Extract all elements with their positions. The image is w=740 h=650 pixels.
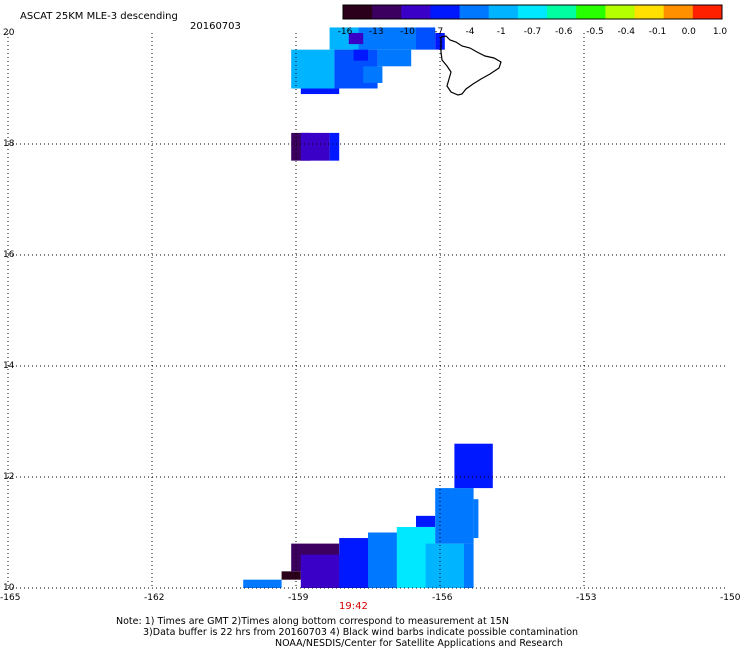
data-cell xyxy=(300,132,330,161)
plot-frame xyxy=(7,33,728,589)
colorbar-segment xyxy=(372,5,402,19)
colorbar-segment xyxy=(634,5,665,19)
colorbar-segment xyxy=(488,5,519,19)
colorbar-tick-label: -0.5 xyxy=(586,27,604,37)
colorbar-tick-label: -7 xyxy=(434,27,444,37)
colorbar-segment xyxy=(401,5,431,19)
x-tick-label: -162 xyxy=(144,593,165,603)
chart-title: ASCAT 25KM MLE-3 descending xyxy=(20,11,178,22)
data-cell xyxy=(454,443,493,489)
colorbar-segment xyxy=(576,5,606,19)
data-cell xyxy=(300,88,340,95)
colorbar xyxy=(342,4,723,20)
data-cell xyxy=(348,33,364,45)
colorbar-tick-label: -0.6 xyxy=(554,27,573,37)
colorbar-segment xyxy=(692,5,723,19)
data-cell xyxy=(353,49,368,61)
chart-date: 20160703 xyxy=(190,21,241,32)
colorbar-border xyxy=(342,4,723,20)
colorbar-segment xyxy=(459,5,490,19)
colorbar-segment xyxy=(547,5,577,19)
colorbar-tick-label: -10 xyxy=(400,27,415,37)
colorbar-tick-label: -1 xyxy=(496,27,506,37)
data-cells xyxy=(243,27,493,588)
colorbar-tick-label: -16 xyxy=(337,27,353,37)
colorbar-tick-label: -0.7 xyxy=(523,27,542,37)
y-tick-label: 16 xyxy=(3,250,15,260)
note-line-1: Note: 1) Times are GMT 2)Times along bot… xyxy=(116,616,509,627)
colorbar-tick-label: 0.0 xyxy=(681,27,696,37)
data-cell xyxy=(464,543,474,588)
grid-lines xyxy=(8,33,728,588)
colorbar-tick-label: 1.0 xyxy=(712,27,728,37)
data-cell xyxy=(363,66,383,83)
colorbar-segment xyxy=(605,5,636,19)
data-cell xyxy=(243,579,282,588)
data-cell xyxy=(377,49,412,67)
y-tick-label: 14 xyxy=(3,361,15,371)
x-tick-label: -150 xyxy=(720,593,740,603)
data-cell xyxy=(435,488,474,544)
data-cell xyxy=(473,499,479,539)
colorbar-tick-label: -0.4 xyxy=(617,27,636,37)
colorbar-tick-label: -0.1 xyxy=(648,27,667,37)
time-label: 19:42 xyxy=(339,601,368,612)
colorbar-segment xyxy=(343,5,373,19)
note-line-2: 3)Data buffer is 22 hrs from 20160703 4)… xyxy=(143,627,579,638)
x-tick-label: -153 xyxy=(576,593,597,603)
note-line-3: NOAA/NESDIS/Center for Satellite Applica… xyxy=(275,638,563,649)
y-tick-label: 20 xyxy=(3,28,15,38)
x-tick-label: -156 xyxy=(432,593,453,603)
colorbar-segment xyxy=(517,5,548,19)
data-cell xyxy=(416,515,436,527)
colorbar-tick-label: -4 xyxy=(465,27,475,37)
x-tick-label: -165 xyxy=(0,593,21,603)
data-cell xyxy=(329,132,340,161)
colorbar-segment xyxy=(663,5,694,19)
y-tick-label: 10 xyxy=(3,583,15,593)
data-cell xyxy=(425,543,464,588)
y-tick-label: 12 xyxy=(3,472,15,482)
data-cell xyxy=(291,49,335,89)
colorbar-tick-label: -13 xyxy=(368,27,384,37)
data-cell xyxy=(358,27,416,50)
data-cell xyxy=(416,27,436,50)
colorbar-segment xyxy=(430,5,461,19)
coastline xyxy=(440,35,502,96)
y-tick-label: 18 xyxy=(3,139,15,149)
data-cell xyxy=(281,571,301,580)
x-tick-label: -159 xyxy=(288,593,309,603)
